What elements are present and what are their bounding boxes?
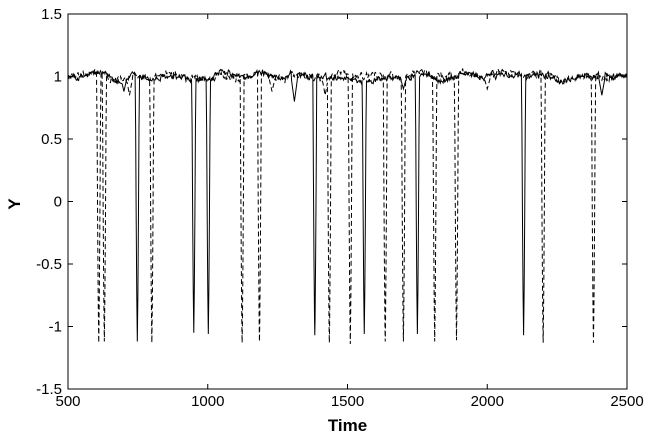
series-line-solid: [67, 68, 628, 342]
x-tick-label: 1000: [191, 393, 224, 410]
y-tick-label: 0: [54, 194, 62, 211]
x-tick-label: 1500: [331, 393, 364, 410]
x-tick-label: 500: [55, 393, 80, 410]
y-tick-label: -1.5: [36, 381, 62, 398]
y-tick-label: -0.5: [36, 256, 62, 273]
x-axis-label: Time: [328, 416, 367, 435]
x-tick-label: 2000: [471, 393, 504, 410]
y-tick-label: 0.5: [41, 131, 62, 148]
y-tick-label: 1: [54, 69, 62, 86]
y-axis-label: Y: [5, 198, 24, 210]
tick-layer: 500 1000 1500 2000 2500 -1.5 -1 -0.5 0 0.5 1 1.5: [36, 6, 644, 410]
y-tick-label: -1: [49, 319, 62, 336]
series-line-dashed: [67, 67, 628, 345]
y-tick-label: 1.5: [41, 6, 62, 23]
x-tick-label: 2500: [610, 393, 643, 410]
series-layer: [67, 67, 628, 345]
